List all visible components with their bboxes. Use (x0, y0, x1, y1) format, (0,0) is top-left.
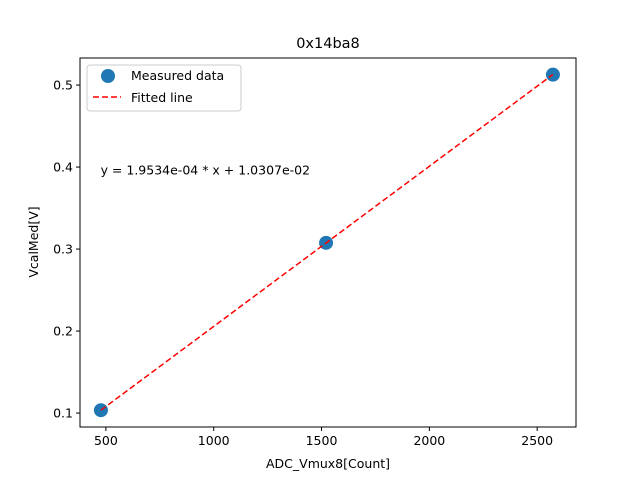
x-tick-label: 500 (94, 433, 118, 448)
legend-marker-measured (101, 69, 115, 83)
fit-equation-annotation: y = 1.9534e-04 * x + 1.0307e-02 (101, 162, 311, 177)
y-tick-label: 0.2 (53, 324, 73, 339)
x-tick-label: 2500 (521, 433, 553, 448)
y-tick-label: 0.3 (53, 242, 73, 257)
y-axis-label: VcalMed[V] (26, 206, 41, 277)
legend: Measured data Fitted line (86, 64, 242, 112)
plot-frame (79, 57, 577, 428)
chart-title: 0x14ba8 (296, 36, 360, 52)
y-tick-label: 0.1 (53, 406, 73, 421)
y-tick-label: 0.4 (53, 160, 73, 175)
legend-label-measured: Measured data (131, 68, 224, 83)
x-tick-label: 2000 (413, 433, 445, 448)
legend-label-fitted: Fitted line (131, 90, 193, 105)
y-tick-label: 0.5 (53, 78, 73, 93)
x-tick-label: 1500 (306, 433, 338, 448)
fitted-line (100, 73, 554, 411)
x-tick-label: 1000 (198, 433, 230, 448)
x-axis-label: ADC_Vmux8[Count] (266, 456, 390, 471)
legend-box (86, 64, 242, 112)
